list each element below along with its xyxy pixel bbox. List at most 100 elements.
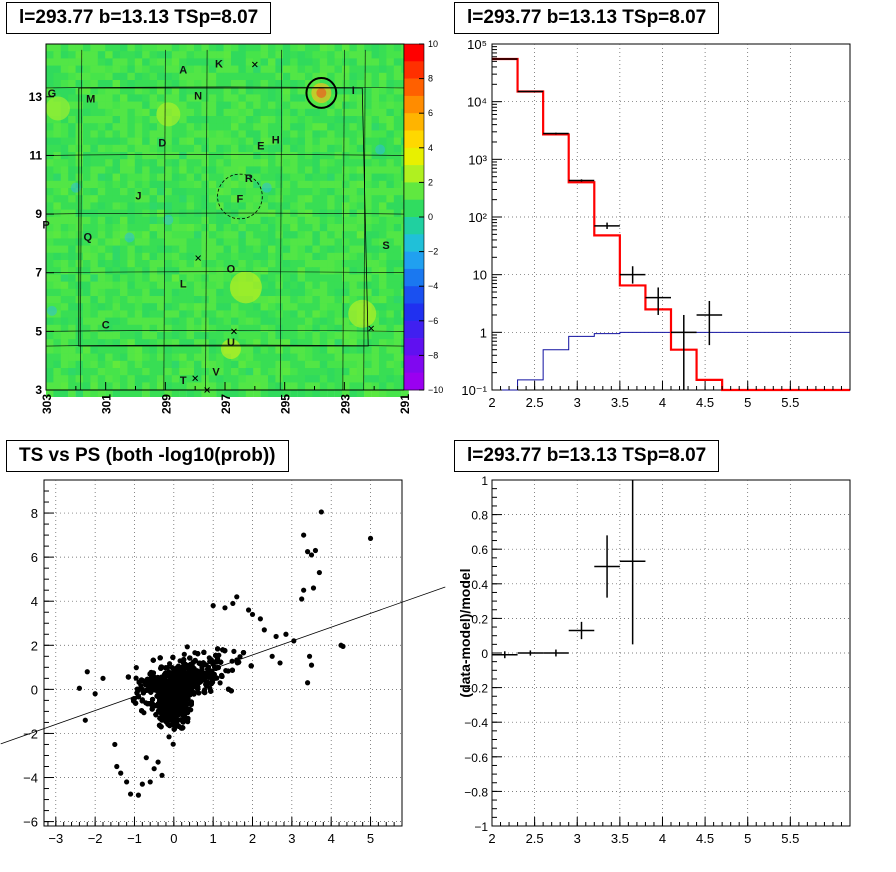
x-tick-label: 5.5 <box>781 395 799 410</box>
scatter-outlier <box>277 660 283 666</box>
grid-line-longitude <box>80 49 83 391</box>
residuals-plot: 2 2.5 3 3.5 4 4.5 5 5.5 −1 −0.8 −0.6 −0.4 −0.2 0 0.2 0.… <box>457 474 851 846</box>
scatter-outlier <box>143 755 149 761</box>
scatter-outlier <box>118 770 124 776</box>
source-circle <box>217 173 263 220</box>
grid-line-longitude <box>205 49 208 391</box>
y-tick-label: 10⁵ <box>467 37 487 52</box>
colorbar-segment <box>404 165 424 183</box>
scatter-outlier <box>338 642 344 648</box>
y-tick-label: 0.6 <box>471 543 488 557</box>
scatter-outlier <box>234 594 240 600</box>
x-tick-label: 4.5 <box>696 831 714 846</box>
y-tick-label: 3 <box>35 383 42 397</box>
colorbar-tick-label: −10 <box>428 385 443 395</box>
colorbar-segment <box>404 286 424 304</box>
source-label: H <box>272 135 280 147</box>
scatter-outlier <box>112 741 118 748</box>
grid-line-longitude <box>342 49 345 391</box>
x-tick-label: 4 <box>659 831 666 846</box>
source-label: T <box>180 375 187 387</box>
y-tick-label: −2 <box>23 726 38 741</box>
scatter-outlier <box>308 662 315 668</box>
source-label: A <box>179 64 187 76</box>
y-tick-label: 0 <box>31 682 38 697</box>
y-tick-label: 9 <box>35 207 42 221</box>
scatter-outlier <box>283 631 289 637</box>
grid-line-longitude <box>363 49 366 391</box>
colorbar-tick-label: 6 <box>428 108 433 118</box>
source-label: E <box>257 141 264 153</box>
source-cross <box>195 255 202 261</box>
x-tick-label: 0 <box>170 831 177 846</box>
colorbar-segment <box>404 182 424 200</box>
source-label: K <box>215 58 223 70</box>
colorbar-tick-label: 8 <box>428 74 433 84</box>
x-tick-label: 4 <box>328 831 335 846</box>
source-circle <box>305 77 338 109</box>
source-label: J <box>135 190 141 202</box>
y-tick-label: 6 <box>31 550 38 565</box>
x-tick-label: 291 <box>398 394 412 414</box>
colorbar-segment <box>404 372 424 391</box>
cold-spot <box>375 144 386 155</box>
colorbar-segment <box>404 95 424 114</box>
cold-spot <box>163 214 174 225</box>
source-label: I <box>352 85 355 97</box>
x-tick-label: 2 <box>488 831 495 846</box>
grid-line-latitude <box>45 344 405 347</box>
scatter-outlier <box>308 552 315 558</box>
colorbar-segment <box>404 78 424 97</box>
y-tick-label: 1 <box>480 325 487 340</box>
colorbar-segment <box>404 251 424 270</box>
y-tick-label: −0.6 <box>464 751 488 765</box>
scatter-outlier <box>100 675 106 681</box>
y-tick-label: 0.2 <box>471 612 488 626</box>
source-cross <box>251 61 258 68</box>
y-tick-label: 2 <box>31 638 38 653</box>
x-tick-label: 2 <box>249 831 256 846</box>
pad-spectrum: 2 2.5 3 3.5 4 4.5 5 5.5 10⁻¹ 1 10 10² 10³ 10⁴ 10⁵ l=29… <box>448 0 896 436</box>
colorbar-tick-label: 4 <box>428 143 433 153</box>
scatter-outlier <box>301 587 307 593</box>
grid-line-latitude <box>45 271 405 274</box>
grid-line-longitude <box>279 49 282 391</box>
y-tick-label: 0.8 <box>471 509 488 523</box>
scatter-outlier <box>139 781 145 787</box>
x-tick-label: 301 <box>100 394 114 414</box>
source-label: L <box>180 278 187 290</box>
hot-spot <box>316 87 327 98</box>
y-tick-label: −1 <box>474 820 488 834</box>
colorbar-tick-label: 10 <box>428 39 438 49</box>
x-tick-label: 3 <box>574 395 581 410</box>
colorbar-segment <box>404 303 424 322</box>
scatter-outlier <box>82 717 88 723</box>
x-tick-label: 1 <box>210 831 217 846</box>
y-tick-label: 0 <box>481 647 488 661</box>
cold-spot <box>70 182 81 193</box>
scatter-outlier <box>318 509 324 515</box>
source-label: F <box>237 193 244 205</box>
y-tick-label: 10³ <box>468 152 487 167</box>
y-tick-label: 10² <box>468 210 487 225</box>
scatter-outlier <box>230 600 236 607</box>
residuals-title: l=293.77 b=13.13 TSp=8.07 <box>454 440 720 472</box>
colorbar-segment <box>404 355 424 373</box>
scatter-frame <box>43 479 403 827</box>
scatter-outlier <box>159 772 165 778</box>
colorbar-tick-label: −8 <box>428 350 438 360</box>
y-tick-label: 8 <box>31 506 38 521</box>
scatter-outlier <box>222 605 228 611</box>
y-tick-label: 10⁴ <box>467 95 487 110</box>
y-axis-label: (data-model)/model <box>457 568 473 697</box>
x-tick-label: 3.5 <box>611 395 629 410</box>
source-label: U <box>227 337 235 349</box>
ts-vs-ps-plot: −3 −2 −1 0 1 2 3 4 5 −6 −4 −2 0 2 4 6 8 <box>0 479 446 846</box>
scatter-outlier <box>269 653 275 659</box>
cold-spot <box>46 305 57 316</box>
colorbar-tick-label: −4 <box>428 281 438 291</box>
x-tick-label: −3 <box>48 831 63 846</box>
fit-line <box>0 586 446 745</box>
scatter-outlier <box>367 535 374 542</box>
x-tick-label: 5 <box>367 831 374 846</box>
